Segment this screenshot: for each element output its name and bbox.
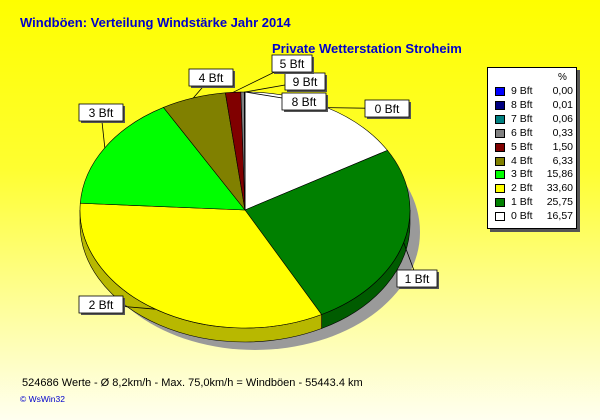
legend-label: 2 Bft: [511, 182, 533, 195]
legend-value: 15,86: [546, 168, 573, 181]
label-box-4-bft: [188, 68, 234, 87]
legend-item: 7 Bft 0,06: [488, 113, 578, 125]
legend-item: 8 Bft 0,01: [488, 99, 578, 111]
legend-label: 4 Bft: [511, 154, 533, 167]
label-box-2-bft: [78, 295, 124, 314]
legend-item: 0 Bft 16,57: [488, 210, 578, 222]
legend-value: 25,75: [546, 196, 573, 209]
legend-item: 4 Bft 6,33: [488, 155, 578, 167]
label-box-5-bft: [271, 54, 313, 73]
legend-swatch: [495, 212, 505, 222]
slice-label-2-bft: 2 Bft: [89, 298, 114, 312]
slice-label-5-bft: 5 Bft: [280, 57, 305, 71]
pie-slice-1-bft: [244, 150, 411, 315]
legend-item: 1 Bft 25,75: [488, 196, 578, 208]
legend-swatch: [495, 114, 505, 124]
legend-swatch: [495, 142, 505, 152]
label-box-0-bft: [364, 99, 410, 118]
legend-swatch: [495, 198, 505, 208]
legend-swatch: [495, 87, 505, 96]
legend-item: 2 Bft 33,60: [488, 182, 578, 194]
legend-label: 9 Bft: [511, 85, 533, 97]
legend-value: 0,00: [552, 85, 573, 97]
legend-label: 0 Bft: [511, 210, 533, 223]
legend-value: 0,01: [552, 98, 573, 111]
legend-swatch: [495, 170, 505, 180]
slice-label-0-bft: 0 Bft: [375, 102, 400, 116]
legend-label: 3 Bft: [511, 168, 533, 181]
label-box-1-bft: [396, 269, 438, 288]
legend-swatch: [495, 128, 505, 138]
legend-swatch: [495, 184, 505, 194]
slice-label-9-bft: 9 Bft: [293, 75, 318, 89]
slice-label-3-bft: 3 Bft: [89, 106, 114, 120]
pie-slice-2-bft: [79, 202, 323, 329]
legend-label: 1 Bft: [511, 196, 533, 209]
legend-value: 0,33: [552, 126, 573, 139]
legend-swatch: [495, 156, 505, 166]
legend-label: 8 Bft: [511, 98, 533, 111]
copyright: © WsWin32: [20, 394, 65, 404]
legend-item: 5 Bft 1,50: [488, 141, 578, 153]
slice-label-1-bft: 1 Bft: [405, 272, 430, 286]
chart-subtitle: Private Wetterstation Stroheim: [272, 41, 462, 56]
slice-label-4-bft: 4 Bft: [199, 71, 224, 85]
legend-header: %: [558, 72, 567, 83]
label-box-8-bft: [281, 92, 327, 111]
legend-value: 0,06: [552, 112, 573, 125]
footer-stats: 524686 Werte - Ø 8,2km/h - Max. 75,0km/h…: [22, 377, 363, 389]
legend: % 9 Bft 0,00 8 Bft 0,01 7 Bft 0,06 6 Bft 0,33 5 …: [487, 67, 577, 229]
legend-value: 16,57: [546, 210, 573, 223]
legend-value: 6,33: [552, 154, 573, 167]
legend-label: 7 Bft: [511, 112, 533, 125]
legend-label: 5 Bft: [511, 140, 533, 153]
legend-value: 1,50: [552, 140, 573, 153]
slice-label-8-bft: 8 Bft: [292, 95, 317, 109]
legend-swatch: [495, 100, 505, 110]
label-box-3-bft: [78, 103, 124, 122]
legend-item: 9 Bft 0,00: [488, 85, 578, 97]
chart-title: Windböen: Verteilung Windstärke Jahr 201…: [20, 15, 291, 30]
legend-item: 6 Bft 0,33: [488, 127, 578, 139]
legend-label: 6 Bft: [511, 126, 533, 139]
legend-value: 33,60: [546, 182, 573, 195]
legend-item: 3 Bft 15,86: [488, 168, 578, 180]
